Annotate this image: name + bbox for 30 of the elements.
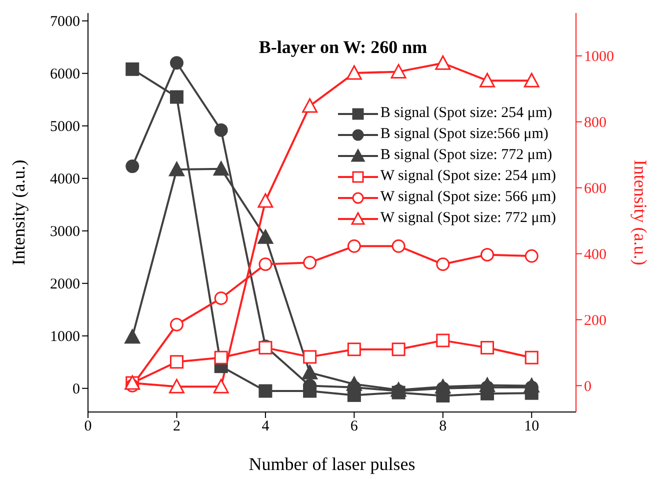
y2-tick-label: 0 <box>584 378 592 395</box>
x-axis-title: Number of laser pulses <box>248 454 416 474</box>
x-tick-label: 4 <box>262 418 270 435</box>
y2-tick-label: 400 <box>584 247 606 264</box>
x-tick-label: 2 <box>172 418 180 435</box>
legend-label: W signal (Spot size: 772 μm) <box>380 209 556 228</box>
y2-tick-label: 800 <box>584 115 606 132</box>
y-tick-label: 0 <box>72 382 80 398</box>
y2-axis-title: Intensity (a.u.) <box>630 160 651 266</box>
x-tick-label: 10 <box>524 418 540 435</box>
legend-label: B signal (Spot size: 772 μm) <box>380 146 552 165</box>
y-tick-label: 4000 <box>50 172 80 188</box>
legend-label: B signal (Spot size: 254 μm) <box>380 104 552 123</box>
legend-label: W signal (Spot size: 566 μm) <box>380 188 556 207</box>
legend-label: W signal (Spot size: 254 μm) <box>380 167 556 186</box>
y-axis-title: Intensity (a.u.) <box>8 160 28 266</box>
y-tick-label: 2000 <box>50 276 80 293</box>
text: B-layer on W: 260 nm <box>258 37 428 57</box>
y2-tick-label: 1000 <box>584 49 614 66</box>
y2-tick-label: 600 <box>584 181 606 198</box>
x-tick-label: 6 <box>350 418 358 435</box>
y2-tick-label: 200 <box>584 312 606 329</box>
y-tick-label: 6000 <box>50 66 80 83</box>
y-tick-label: 5000 <box>50 119 80 136</box>
legend-label: B signal (Spot size:566 μm) <box>380 125 548 144</box>
x-tick-label: 0 <box>84 418 92 435</box>
x-tick-label: 8 <box>439 418 447 435</box>
y-tick-label: 3000 <box>50 224 80 240</box>
y-tick-label: 7000 <box>50 14 80 30</box>
y-tick-label: 1000 <box>50 329 80 346</box>
